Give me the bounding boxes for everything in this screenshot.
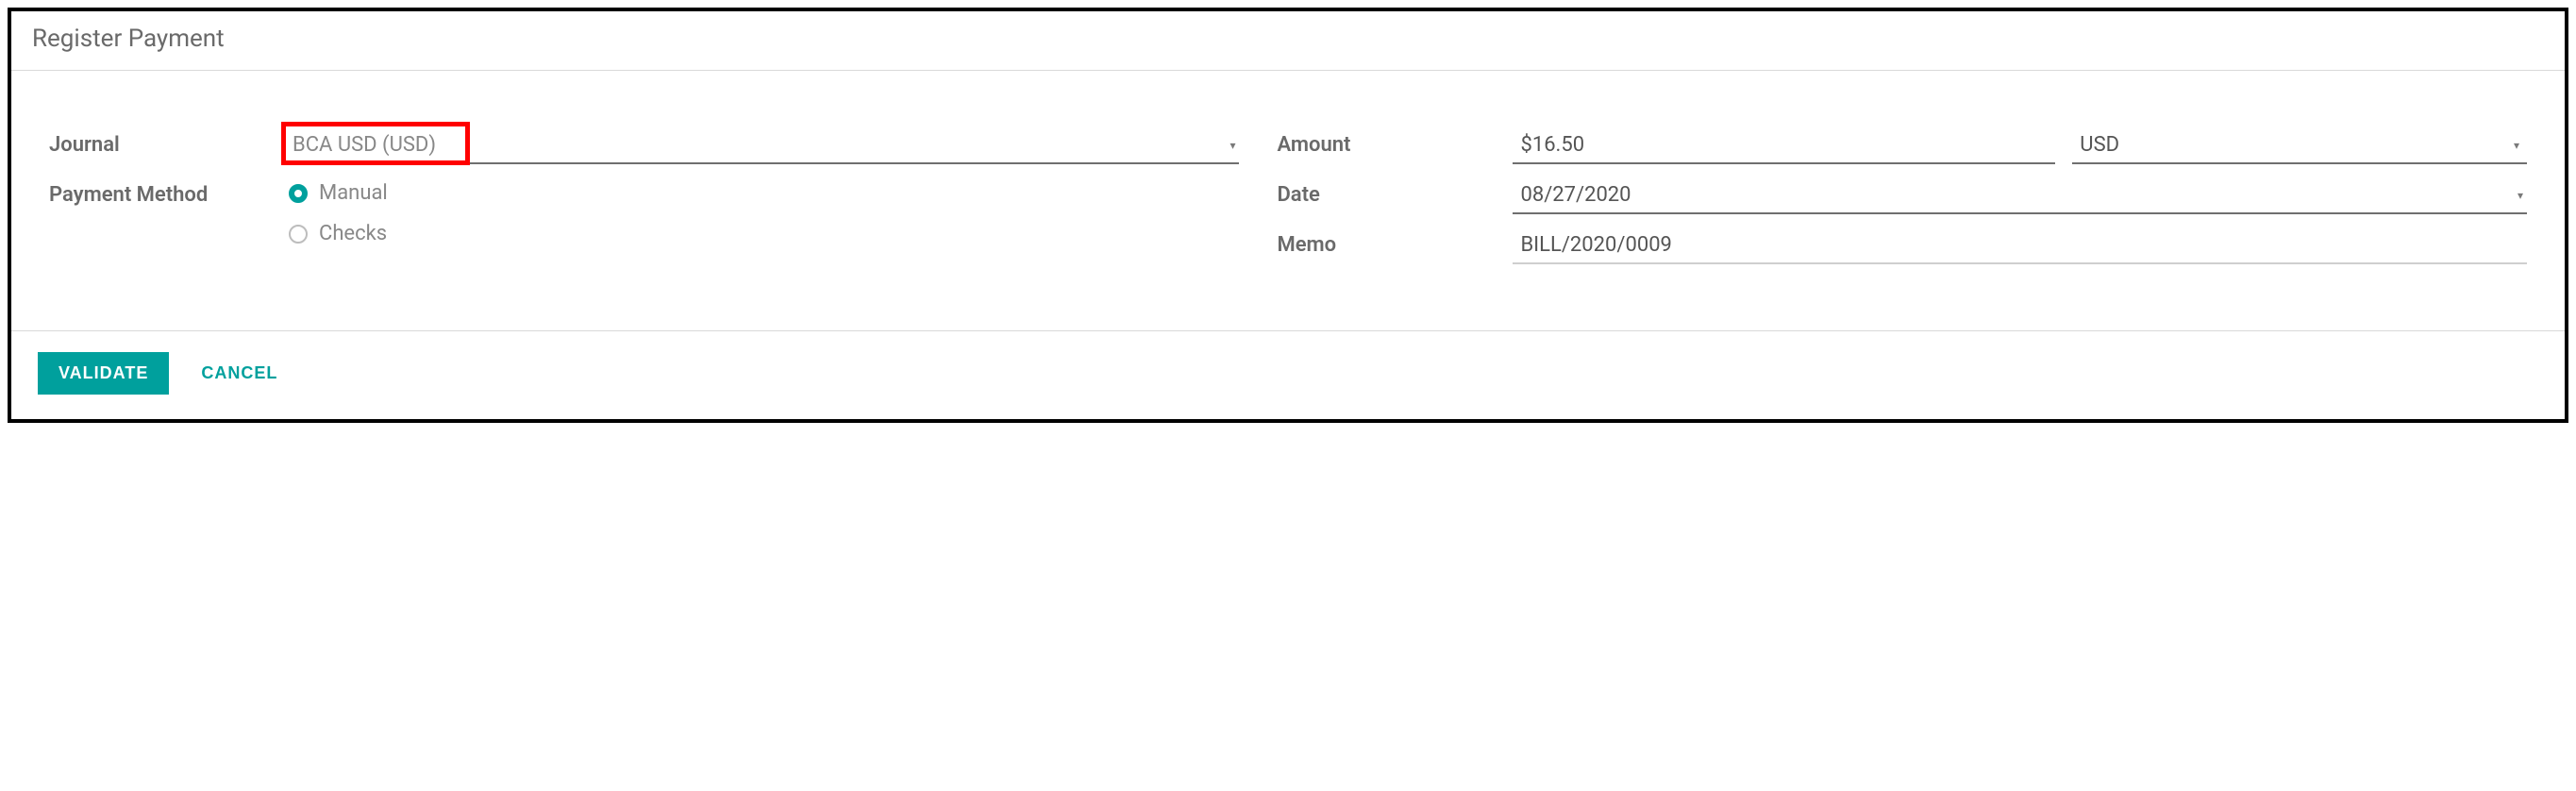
amount-wrap: $16.50 USD ▾ (1513, 127, 2527, 164)
validate-button[interactable]: VALIDATE (38, 352, 169, 395)
form-column-right: Amount $16.50 USD ▾ Date 08/27/2020 (1277, 127, 2527, 264)
date-input[interactable]: 08/27/2020 ▾ (1513, 177, 2527, 214)
dialog-header: Register Payment (11, 11, 2565, 71)
amount-row: Amount $16.50 USD ▾ (1277, 127, 2527, 164)
cancel-button[interactable]: CANCEL (195, 362, 283, 384)
memo-input[interactable]: BILL/2020/0009 (1513, 227, 2527, 264)
journal-label: Journal (49, 127, 285, 157)
amount-input[interactable]: $16.50 (1513, 127, 2055, 164)
journal-value: BCA USD (USD) (293, 133, 436, 157)
journal-row: Journal BCA USD (USD) ▾ (49, 127, 1239, 164)
radio-icon (289, 225, 308, 244)
register-payment-dialog: Register Payment Journal BCA USD (USD) ▾… (8, 8, 2568, 423)
payment-method-control: Manual Checks (285, 177, 1239, 245)
date-label: Date (1277, 177, 1513, 207)
payment-method-radio-group: Manual Checks (285, 177, 388, 245)
journal-select[interactable]: BCA USD (USD) ▾ (285, 127, 1239, 164)
chevron-down-icon: ▾ (2517, 189, 2523, 202)
payment-method-option-manual[interactable]: Manual (289, 181, 388, 205)
journal-control: BCA USD (USD) ▾ (285, 127, 1239, 164)
payment-method-option-checks[interactable]: Checks (289, 222, 388, 245)
radio-label: Manual (319, 181, 388, 205)
dialog-body: Journal BCA USD (USD) ▾ Payment Method (11, 71, 2565, 330)
date-row: Date 08/27/2020 ▾ (1277, 177, 2527, 214)
memo-control: BILL/2020/0009 (1513, 227, 2527, 264)
dialog-title: Register Payment (32, 25, 225, 53)
date-control: 08/27/2020 ▾ (1513, 177, 2527, 214)
chevron-down-icon: ▾ (2514, 139, 2519, 152)
radio-icon (289, 184, 308, 203)
payment-method-label: Payment Method (49, 177, 285, 207)
dialog-footer: VALIDATE CANCEL (11, 330, 2565, 419)
date-value: 08/27/2020 (1520, 183, 1631, 207)
radio-label: Checks (319, 222, 387, 245)
form-column-left: Journal BCA USD (USD) ▾ Payment Method (49, 127, 1239, 264)
memo-row: Memo BILL/2020/0009 (1277, 227, 2527, 264)
amount-control: $16.50 USD ▾ (1513, 127, 2527, 164)
amount-label: Amount (1277, 127, 1513, 157)
memo-label: Memo (1277, 227, 1513, 257)
payment-method-row: Payment Method Manual Checks (49, 177, 1239, 245)
chevron-down-icon: ▾ (1229, 139, 1235, 152)
currency-value: USD (2080, 133, 2119, 157)
currency-select[interactable]: USD ▾ (2072, 127, 2527, 164)
